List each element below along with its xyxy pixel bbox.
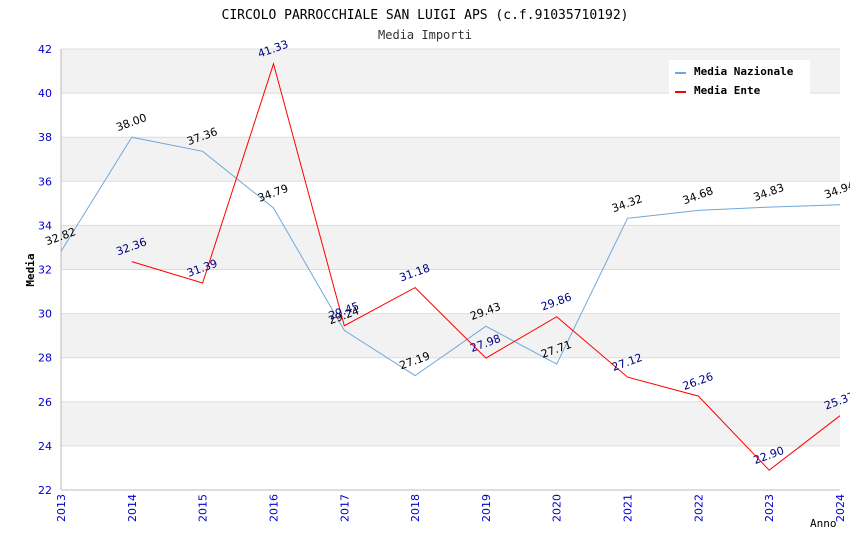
- y-tick-label: 22: [38, 484, 52, 497]
- x-tick-label: 2017: [338, 494, 351, 522]
- data-label: 22.90: [752, 444, 786, 467]
- x-tick-label: 2024: [834, 494, 847, 522]
- x-tick-label: 2016: [267, 494, 280, 522]
- series-line-media-nazionale: [60, 136, 841, 377]
- y-tick-label: 34: [38, 219, 52, 232]
- axes: [60, 49, 840, 491]
- y-tick-labels: 22 24 26 28 30 32 34 36 38 40 42: [38, 43, 52, 497]
- gridlines: [61, 48, 840, 491]
- y-tick-label: 26: [38, 396, 52, 409]
- x-axis-label: Anno: [810, 517, 837, 530]
- plot-band: [61, 225, 840, 270]
- legend-box: [669, 60, 810, 97]
- legend-label-ente: Media Ente: [694, 84, 761, 97]
- data-label: 29.86: [539, 291, 573, 314]
- x-tick-label: 2015: [197, 494, 210, 522]
- series-lines: [60, 62, 841, 471]
- data-label: 34.68: [681, 184, 715, 207]
- y-tick-label: 24: [38, 440, 52, 453]
- data-label: 34.32: [610, 192, 644, 215]
- y-tick-label: 30: [38, 308, 52, 321]
- plot-band: [61, 137, 840, 182]
- data-label: 34.79: [256, 182, 290, 205]
- x-tick-label: 2019: [480, 494, 493, 522]
- data-label: 34.83: [752, 181, 786, 204]
- x-tick-label: 2018: [409, 494, 422, 522]
- y-tick-label: 32: [38, 264, 52, 277]
- y-tick-label: 28: [38, 352, 52, 365]
- x-tick-label: 2020: [551, 494, 564, 522]
- plot-bands: [61, 49, 840, 446]
- y-tick-label: 40: [38, 87, 52, 100]
- data-label: 34.94: [823, 179, 850, 202]
- x-tick-label: 2021: [622, 494, 635, 522]
- x-tick-label: 2023: [763, 494, 776, 522]
- data-label: 25.37: [823, 390, 850, 413]
- data-label: 26.26: [681, 370, 715, 393]
- y-tick-label: 38: [38, 131, 52, 144]
- data-label: 38.00: [114, 111, 148, 134]
- y-axis-label: Media: [24, 253, 37, 286]
- y-tick-label: 42: [38, 43, 52, 56]
- x-tick-label: 2013: [55, 494, 68, 522]
- plot-band: [61, 401, 840, 446]
- legend-label-nazionale: Media Nazionale: [694, 65, 794, 78]
- chart-title: CIRCOLO PARROCCHIALE SAN LUIGI APS (c.f.…: [222, 8, 629, 23]
- y-tick-label: 36: [38, 175, 52, 188]
- x-tick-label: 2022: [692, 494, 705, 522]
- legend: Media Nazionale Media Ente: [669, 60, 810, 97]
- x-tick-label: 2014: [126, 494, 139, 522]
- chart-subtitle: Media Importi: [378, 28, 472, 42]
- series-line-media-ente: [131, 62, 841, 471]
- x-tick-labels: 2013 2014 2015 2016 2017 2018 2019 2020 2021 2022…: [55, 494, 847, 522]
